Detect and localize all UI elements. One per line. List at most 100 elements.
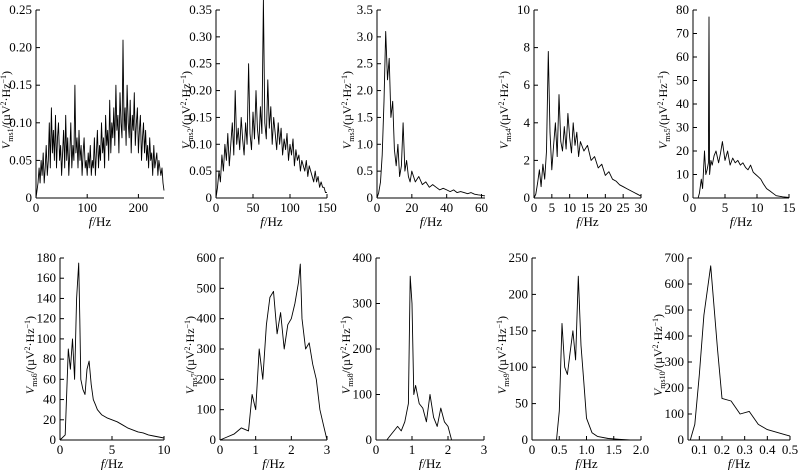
- y-axis-label-symbol: V: [497, 140, 511, 149]
- y-tick-label: 70: [676, 26, 689, 41]
- y-axis-label-exp: 2: [340, 101, 349, 105]
- x-axis-label-unit: /Hz: [92, 214, 111, 229]
- chart-panel-2: 00.050.100.150.200.250.300.350 50 100 150f/…: [179, 0, 337, 229]
- y-axis-label-unit: /(µV: [656, 105, 670, 128]
- x-axis-label-unit: /Hz: [733, 214, 752, 229]
- y-tick-label: 100: [353, 387, 373, 402]
- series-line: [35, 39, 165, 199]
- x-axis-label-symbol: f: [576, 214, 582, 229]
- y-axis-label-exp: 2: [656, 101, 665, 105]
- y-axis-label-exp: 2: [495, 346, 504, 350]
- y-tick-label: 0.05: [189, 163, 212, 178]
- y-tick-label: 80: [43, 351, 56, 366]
- y-tick-label: 500: [665, 302, 685, 317]
- x-axis-label-unit: /Hz: [104, 456, 123, 470]
- y-axis-label-unit: ): [183, 316, 197, 320]
- x-axis-label-symbol: f: [419, 456, 425, 470]
- y-axis-label-unit: ): [656, 71, 670, 75]
- y-axis-label-exp: −1: [497, 75, 506, 84]
- y-axis-label-subscript: ms1: [6, 128, 15, 141]
- y-axis-label-symbol: V: [0, 140, 13, 149]
- x-tick-label: 3: [481, 442, 488, 457]
- y-axis-label-subscript: ms3: [347, 128, 356, 141]
- y-axis-label-unit: /(µV: [340, 105, 354, 128]
- y-tick-label: 100: [37, 331, 57, 346]
- y-tick-label: 150: [509, 323, 529, 338]
- y-tick-label: 0: [366, 432, 373, 447]
- x-tick-label: 20: [405, 200, 418, 215]
- x-tick-label: 30: [635, 200, 648, 215]
- y-axis-label: Vms2/(µV2·Hz−1): [179, 71, 195, 149]
- y-axis-label: Vms8/(µV2·Hz−1): [339, 316, 355, 394]
- series-line: [59, 262, 165, 441]
- y-axis-label-unit: ): [179, 71, 193, 75]
- y-tick-label: 160: [37, 270, 57, 285]
- x-tick-label: 0.2: [714, 442, 730, 457]
- y-tick-label: 300: [197, 341, 217, 356]
- x-tick-label: 100: [280, 200, 300, 215]
- y-tick-label: 0.10: [189, 136, 212, 151]
- y-tick-label: 1.0: [357, 136, 373, 151]
- y-tick-label: 0: [524, 190, 531, 205]
- y-tick-label: 50: [676, 73, 689, 88]
- x-axis-label: f/Hz: [576, 214, 599, 229]
- y-tick-label: 60: [676, 49, 689, 64]
- y-tick-label: 200: [509, 286, 529, 301]
- x-axis-label: f/Hz: [260, 214, 283, 229]
- y-axis-label-unit: /(µV: [651, 348, 665, 371]
- y-axis-label-exp: −1: [183, 320, 192, 329]
- x-axis-label-symbol: f: [101, 456, 107, 470]
- y-tick-label: 400: [353, 250, 373, 265]
- chart-panel-1: 0 0.05 0.10 0.15 0.20 0.25 0 100 200 f/Hz Vms1/(µV…: [0, 2, 165, 229]
- y-tick-label: 0.10: [9, 115, 32, 130]
- y-tick-label: 0: [210, 432, 217, 447]
- y-tick-label: 100: [197, 402, 217, 417]
- x-axis-label: f/Hz: [730, 214, 753, 229]
- y-axis-label-unit: ): [651, 314, 665, 318]
- x-tick-label: 5: [722, 200, 729, 215]
- y-axis-label-unit: ·Hz: [495, 328, 509, 346]
- x-tick-label: 0.3: [737, 442, 753, 457]
- y-tick-label: 10: [517, 2, 530, 17]
- x-tick-label: 200: [129, 200, 149, 215]
- x-tick-label: 0: [57, 442, 64, 457]
- y-axis-label-subscript: ms8: [346, 373, 355, 386]
- y-axis-label-exp: −1: [651, 318, 660, 327]
- y-axis-label-subscript: ms9: [502, 373, 511, 386]
- chart-panel-5: 0 10 20 30 40 50 60 70 80 0 5 10 15 f/Hz Vms5/(µV2·Hz−…: [656, 2, 796, 229]
- y-axis-label-subscript: ms4: [504, 128, 513, 141]
- y-axis-label-exp: 2: [183, 346, 192, 350]
- x-tick-label: 10: [751, 200, 764, 215]
- x-tick-label: 3: [324, 442, 331, 457]
- x-axis-label: f/Hz: [575, 456, 598, 470]
- y-tick-label: 0.5: [357, 163, 373, 178]
- x-axis-label: f/Hz: [89, 214, 112, 229]
- y-tick-label: 3.0: [357, 29, 373, 44]
- y-tick-label: 0.25: [189, 56, 212, 71]
- y-tick-label: 0.30: [189, 29, 212, 44]
- y-axis-label-unit: /(µV: [497, 105, 511, 128]
- x-tick-label: 0: [531, 200, 538, 215]
- x-tick-label: 50: [247, 200, 260, 215]
- series-line: [533, 50, 642, 199]
- x-tick-label: 0.1: [691, 442, 707, 457]
- y-tick-label: 400: [197, 311, 217, 326]
- x-tick-label: 1.5: [606, 442, 622, 457]
- x-tick-label: 0: [690, 200, 697, 215]
- y-axis-label-unit: ·Hz: [340, 83, 354, 101]
- y-axis-label-exp: 2: [497, 101, 506, 105]
- x-axis-label-symbol: f: [730, 214, 736, 229]
- y-axis-label-exp: −1: [0, 75, 8, 84]
- chart-panel-9: 0 50 100 150 200 250 0 0.5 1.0 1.5 2.0 f/Hz Vms9/(µV…: [495, 250, 649, 470]
- y-axis-label: Vms4/(µV2·Hz−1): [497, 71, 513, 149]
- series-line: [219, 263, 328, 441]
- x-tick-label: 40: [440, 200, 453, 215]
- x-axis-label-symbol: f: [575, 456, 581, 470]
- y-tick-label: 180: [37, 250, 57, 265]
- y-axis-label: Vms7/(µV2·Hz−1): [183, 316, 199, 394]
- y-axis-label-exp: 2: [23, 346, 32, 350]
- y-tick-label: 2.5: [357, 56, 373, 71]
- x-tick-label: 5: [109, 442, 116, 457]
